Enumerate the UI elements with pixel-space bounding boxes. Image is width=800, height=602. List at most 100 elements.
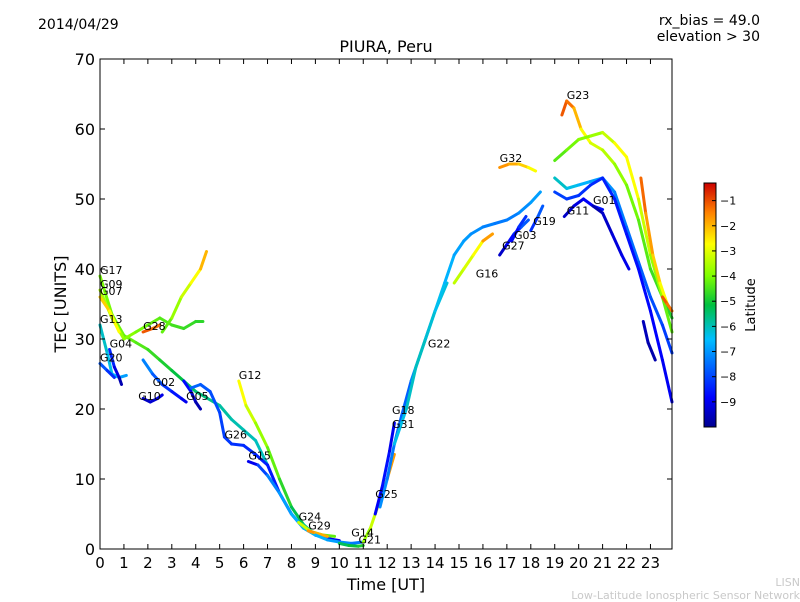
series-segment [266, 474, 281, 495]
series-segment [194, 390, 210, 400]
series-segment [117, 376, 124, 386]
colorbar-tick-label: −1 [720, 195, 736, 208]
series-segment [254, 453, 270, 467]
series-g30 [553, 131, 674, 334]
series-segment [158, 316, 174, 327]
satellite-label: G07 [100, 285, 123, 298]
series-segment [313, 533, 329, 542]
series-g04 [108, 348, 124, 386]
series-segment [565, 99, 576, 110]
series-segment [289, 505, 305, 526]
series-g19 [529, 204, 545, 232]
y-tick-label: 70 [75, 50, 95, 69]
series-segment [625, 232, 640, 271]
series-segment [158, 358, 174, 372]
series-segment [601, 211, 614, 236]
y-tick-label: 20 [75, 400, 95, 419]
series-segment [277, 477, 293, 509]
satellite-label: G13 [100, 313, 123, 326]
series-segment [572, 106, 583, 131]
series-segment [105, 369, 116, 379]
series-segment [462, 253, 475, 271]
satellite-label: G20 [100, 352, 123, 365]
series-segment [414, 337, 427, 369]
series-g33 [660, 295, 674, 313]
series-segment [613, 141, 629, 159]
series-segment [160, 316, 174, 334]
series-segment [517, 162, 530, 169]
series-segment [443, 253, 456, 285]
series-segment [170, 295, 183, 320]
series-segment [648, 309, 664, 362]
series-segment [423, 309, 437, 341]
series-segment [230, 442, 246, 447]
series-g22 [392, 190, 542, 446]
series-segment [613, 197, 629, 236]
x-tick-label: 15 [449, 554, 468, 572]
x-tick-label: 18 [521, 554, 540, 572]
x-tick-label: 5 [215, 554, 225, 572]
y-tick-label: 40 [75, 260, 95, 279]
series-segment [536, 204, 545, 218]
series-segment [218, 404, 234, 421]
date-label: 2014/04/29 [38, 17, 119, 33]
series-segment [244, 404, 258, 425]
series-segment [242, 428, 258, 442]
colorbar-tick-label: −7 [720, 346, 736, 359]
series-segment [98, 362, 109, 372]
series-segment [498, 162, 511, 169]
colorbar-tick-label: −8 [720, 371, 736, 384]
elevation-label: elevation > 30 [656, 29, 760, 45]
series-segment [648, 295, 664, 327]
series-segment [493, 218, 509, 225]
satellite-label: G22 [428, 338, 451, 351]
colorbar-tick-label: −3 [720, 245, 736, 258]
series-g01 [591, 204, 631, 271]
series-g06 [553, 176, 674, 404]
series-segment [519, 218, 530, 229]
series-segment [526, 166, 538, 173]
series-segment [625, 155, 640, 201]
series-segment [481, 222, 497, 229]
series-segment [160, 383, 174, 393]
satellite-label: G26 [224, 429, 247, 442]
series-segment [254, 439, 270, 467]
y-tick-label: 30 [75, 330, 95, 349]
series-segment [266, 446, 281, 481]
x-tick-label: 9 [311, 554, 321, 572]
series-g05 [182, 379, 203, 411]
series-segment [636, 218, 652, 271]
series-segment [277, 491, 293, 516]
series-segment [636, 267, 652, 313]
series-segment [141, 327, 155, 334]
x-tick-label: 12 [378, 554, 397, 572]
series-segment [562, 204, 576, 218]
plot-frame [99, 58, 673, 550]
series-segment [189, 267, 203, 285]
x-tick-label: 1 [119, 554, 129, 572]
series-segment [146, 316, 162, 327]
series-g15 [246, 460, 317, 537]
series-segment [385, 442, 396, 481]
series-segment [151, 323, 162, 330]
series-segment [134, 341, 150, 351]
series-g31 [373, 421, 396, 516]
series-segment [337, 540, 353, 545]
series-segment [577, 183, 593, 197]
x-tick-label: 16 [473, 554, 492, 572]
series-segment [505, 211, 521, 222]
series-segment [179, 397, 188, 404]
x-tick-label: 4 [191, 554, 201, 572]
series-g32 [498, 162, 538, 173]
series-segment [565, 194, 581, 201]
series-segment [242, 443, 258, 456]
series-segment [349, 540, 365, 545]
x-tick-label: 17 [497, 554, 516, 572]
series-g16 [160, 250, 209, 334]
series-g21 [337, 541, 365, 548]
series-segment [601, 148, 617, 166]
series-segment [222, 435, 234, 446]
series-segment [256, 463, 270, 477]
series-segment [254, 421, 270, 449]
